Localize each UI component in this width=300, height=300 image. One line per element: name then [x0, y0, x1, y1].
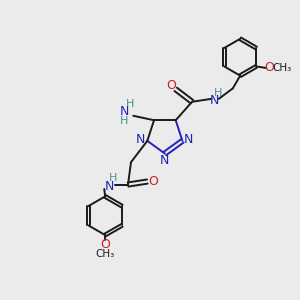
Text: O: O	[264, 61, 274, 74]
Text: N: N	[210, 94, 219, 107]
Text: O: O	[166, 79, 176, 92]
Text: H: H	[120, 116, 128, 126]
Text: H: H	[109, 173, 117, 183]
Text: N: N	[105, 179, 114, 193]
Text: N: N	[184, 133, 194, 146]
Text: CH₃: CH₃	[272, 63, 291, 73]
Text: CH₃: CH₃	[95, 249, 115, 260]
Text: H: H	[214, 88, 222, 98]
Text: N: N	[160, 154, 170, 166]
Text: O: O	[148, 175, 158, 188]
Text: N: N	[120, 105, 129, 118]
Text: O: O	[100, 238, 110, 251]
Text: H: H	[125, 100, 134, 110]
Text: N: N	[136, 133, 146, 146]
